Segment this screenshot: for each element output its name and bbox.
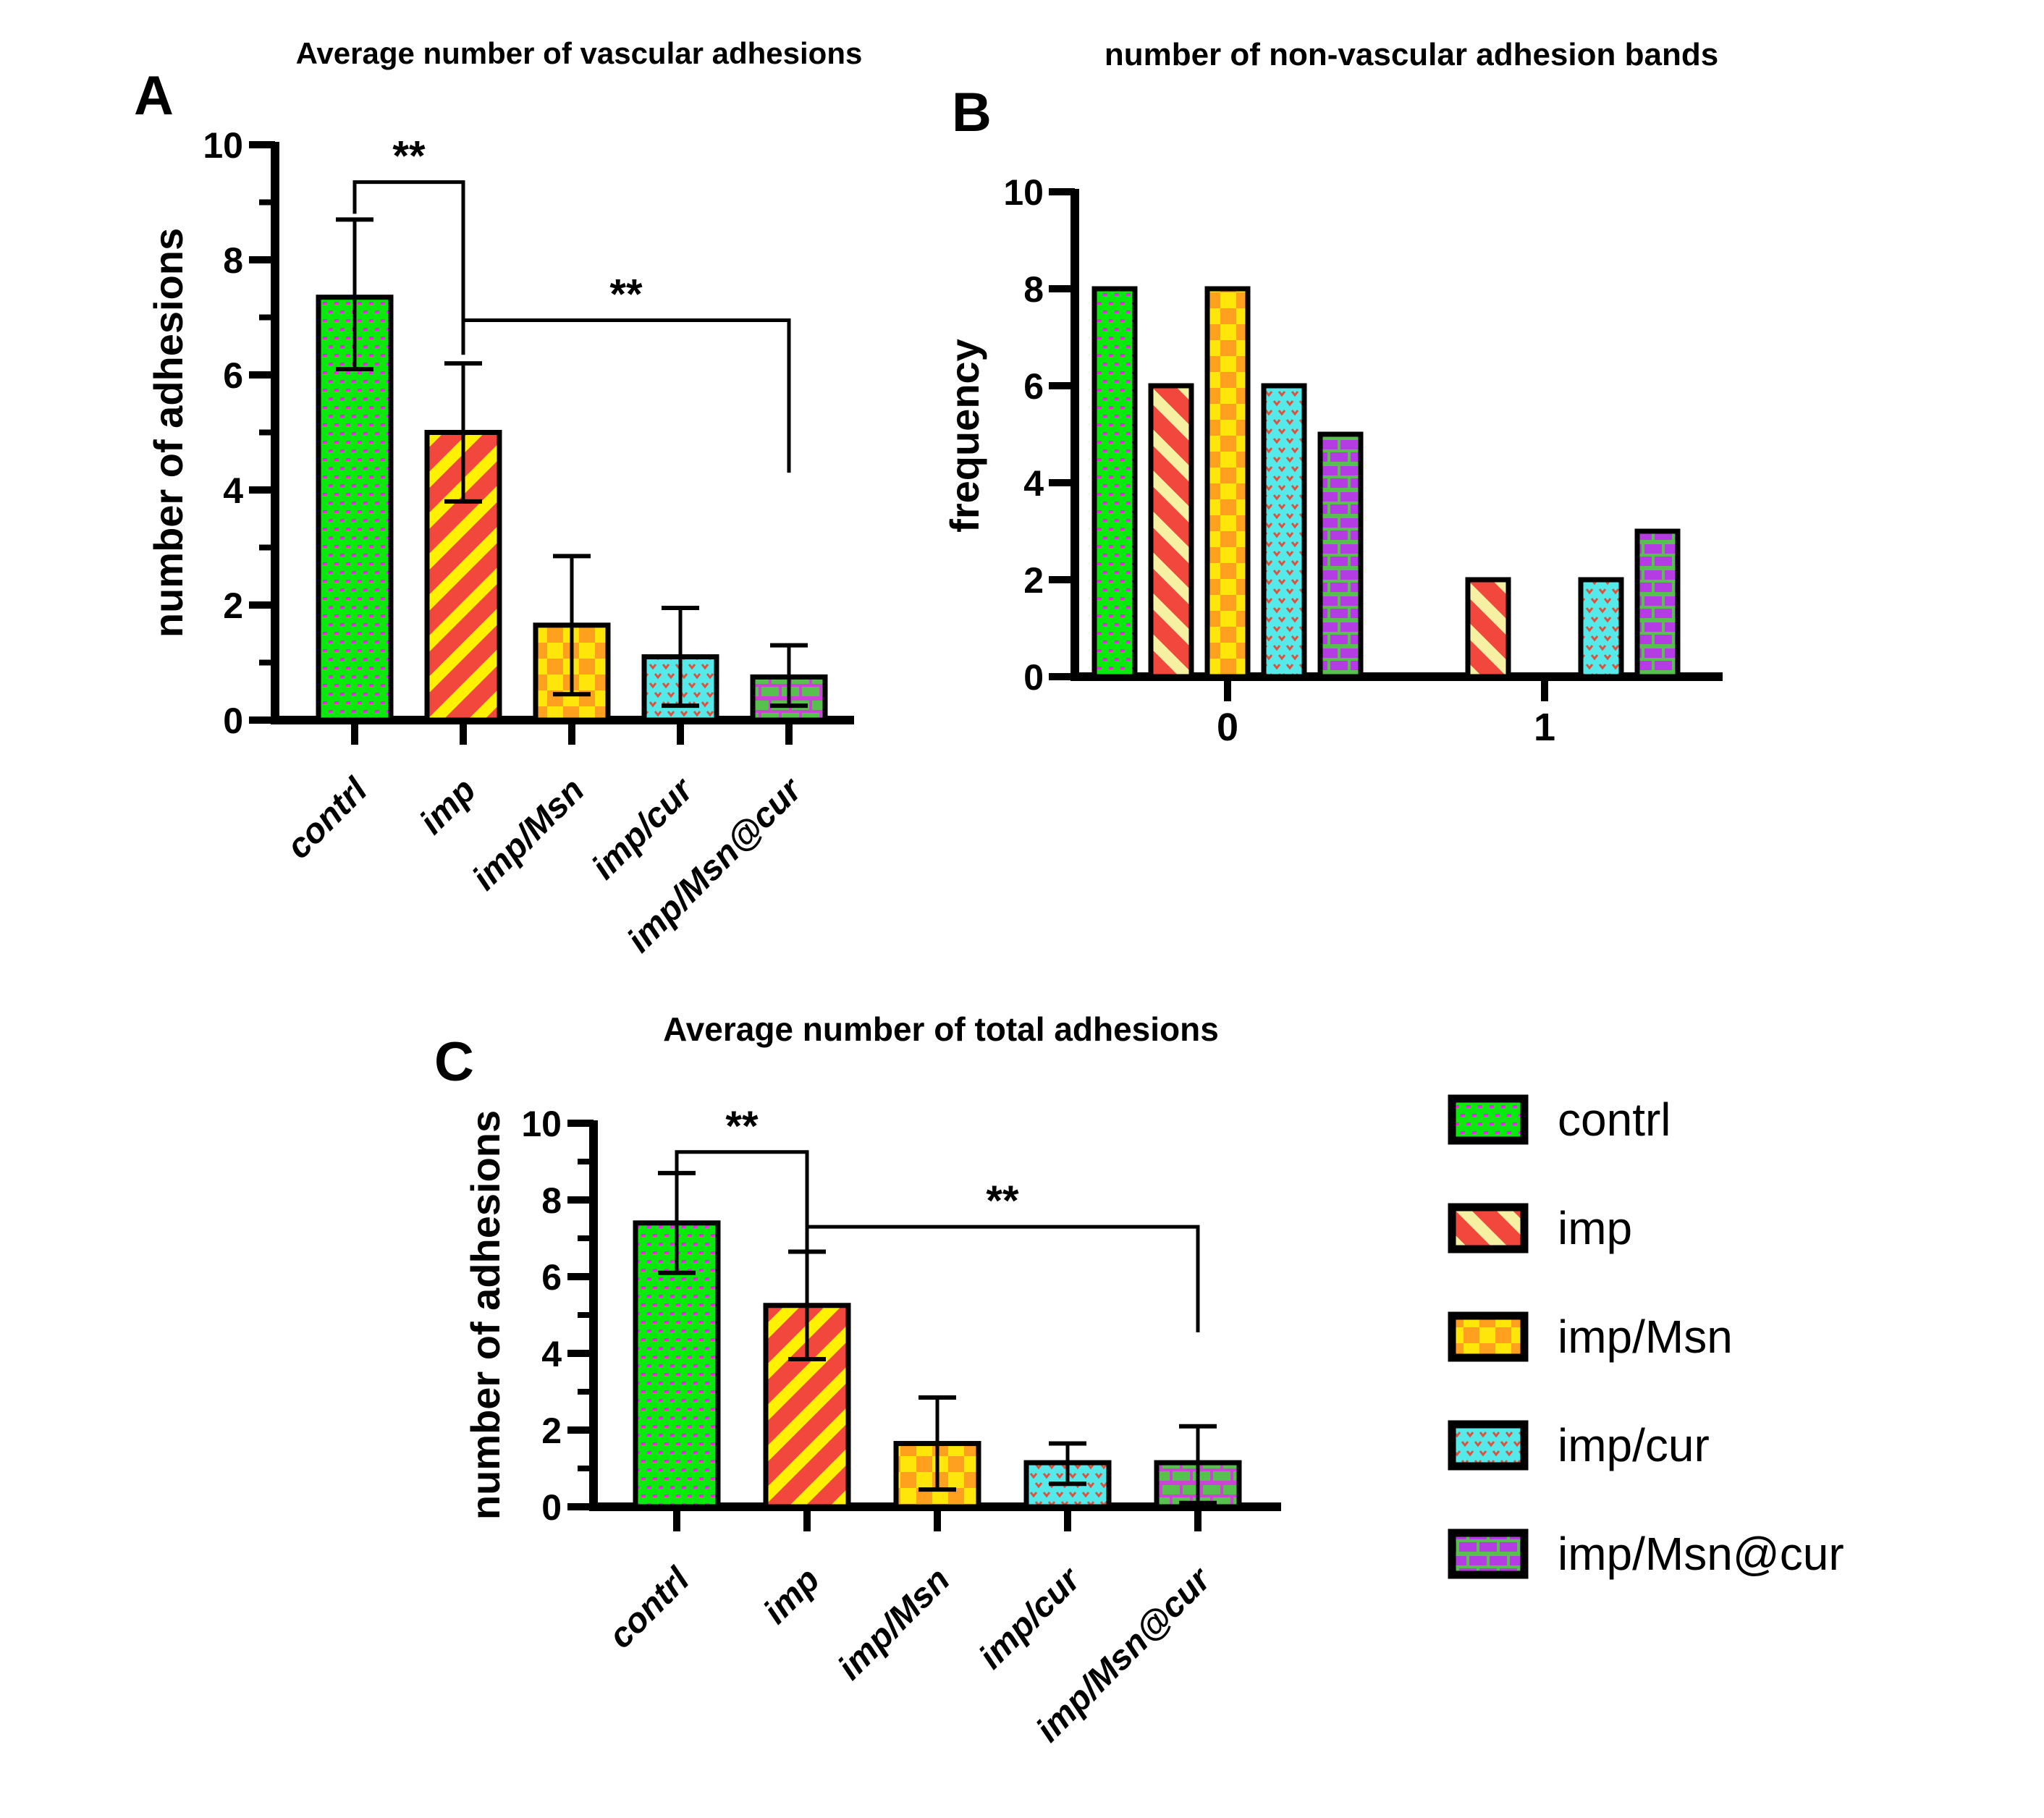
y-tick-label: 10 bbox=[203, 125, 243, 166]
x-category-label: contrl bbox=[601, 1560, 698, 1656]
bar-imp-cur bbox=[1578, 577, 1624, 680]
bar-imp bbox=[1148, 383, 1194, 680]
legend-item: imp/Msn bbox=[1448, 1311, 1844, 1362]
y-axis-label: frequency bbox=[942, 339, 987, 533]
panel-label-c: C bbox=[434, 1031, 474, 1093]
x-category-label: imp/cur bbox=[972, 1560, 1089, 1677]
x-category-label: 1 bbox=[1534, 706, 1555, 749]
y-tick-label: 2 bbox=[223, 585, 243, 626]
legend-swatch-bricks-purple bbox=[1448, 1529, 1529, 1579]
legend-label: imp/Msn@cur bbox=[1558, 1528, 1844, 1580]
y-tick-label: 6 bbox=[1023, 366, 1044, 407]
y-tick-label: 8 bbox=[1023, 269, 1044, 310]
legend-item: imp/Msn@cur bbox=[1448, 1529, 1844, 1579]
error-bar bbox=[1179, 1424, 1217, 1505]
y-tick-label: 10 bbox=[521, 1104, 562, 1144]
y-tick-label: 0 bbox=[223, 701, 243, 741]
x-category-label: imp bbox=[413, 771, 483, 842]
chart-title: Average number of vascular adhesions bbox=[296, 36, 863, 70]
legend-item: imp bbox=[1448, 1203, 1844, 1253]
y-tick-label: 0 bbox=[1023, 657, 1044, 698]
legend-swatch-dots-green bbox=[1448, 1094, 1529, 1145]
bar-imp bbox=[1465, 577, 1511, 680]
y-tick-label: 4 bbox=[541, 1334, 562, 1374]
x-category-label: imp bbox=[756, 1560, 827, 1631]
x-category-label: 0 bbox=[1217, 706, 1238, 749]
y-tick-label: 2 bbox=[1023, 560, 1044, 601]
legend: contrl imp imp/Msn imp/cur imp/Msn@cur bbox=[1448, 1094, 1844, 1637]
legend-swatch-dots-cyan bbox=[1448, 1420, 1529, 1471]
chart-nonvascular-adhesion-bands: number of non-vascular adhesion bands 0 2 4… bbox=[942, 37, 1723, 749]
y-tick-label: 0 bbox=[541, 1487, 562, 1528]
y-axis-label: number of adhesions bbox=[145, 228, 191, 638]
y-tick-label: 8 bbox=[541, 1180, 562, 1221]
bar-imp-msn-cur bbox=[1317, 431, 1364, 680]
chart-total-adhesions: Average number of total adhesions 0 2 4 6 8 10… bbox=[463, 1010, 1281, 1749]
chart-title: Average number of total adhesions bbox=[663, 1010, 1219, 1048]
chart-title: number of non-vascular adhesion bands bbox=[1105, 37, 1718, 72]
error-bar bbox=[662, 605, 699, 709]
significance-label: ** bbox=[986, 1178, 1019, 1225]
x-category-label: imp/Msn bbox=[465, 771, 592, 897]
significance-bracket bbox=[675, 1150, 809, 1238]
bar-imp-cur bbox=[1261, 383, 1307, 680]
error-bar bbox=[658, 1170, 696, 1275]
error-bar bbox=[444, 361, 482, 504]
error-bar bbox=[788, 1249, 826, 1361]
y-tick-label: 2 bbox=[541, 1411, 562, 1451]
bar-imp-msn-cur bbox=[1634, 528, 1681, 680]
panel-label-b: B bbox=[952, 82, 992, 143]
error-bar bbox=[553, 554, 591, 697]
legend-label: imp bbox=[1558, 1202, 1633, 1254]
significance-label: ** bbox=[392, 133, 426, 180]
error-bar bbox=[336, 217, 373, 372]
chart-vascular-adhesions: Average number of vascular adhesions 0 2 4 6… bbox=[145, 36, 863, 960]
significance-label: ** bbox=[609, 271, 643, 318]
error-bar bbox=[1049, 1441, 1086, 1487]
y-tick-label: 4 bbox=[1023, 463, 1044, 504]
y-tick-label: 10 bbox=[1003, 172, 1044, 213]
y-tick-label: 6 bbox=[223, 355, 243, 396]
significance-bracket bbox=[461, 318, 791, 473]
bar-contrl bbox=[1091, 286, 1138, 680]
legend-item: contrl bbox=[1448, 1094, 1844, 1145]
legend-label: contrl bbox=[1558, 1094, 1671, 1146]
error-bar bbox=[918, 1395, 956, 1492]
y-axis-label: number of adhesions bbox=[463, 1110, 508, 1520]
x-category-label: imp/Msn bbox=[831, 1560, 958, 1687]
y-tick-label: 6 bbox=[541, 1257, 562, 1298]
panel-label-a: A bbox=[134, 65, 174, 127]
y-tick-label: 4 bbox=[223, 470, 243, 511]
legend-label: imp/Msn bbox=[1558, 1311, 1733, 1363]
legend-label: imp/cur bbox=[1558, 1419, 1710, 1471]
x-category-label: contrl bbox=[279, 770, 376, 866]
legend-swatch-stripes-red-cream bbox=[1448, 1203, 1529, 1253]
legend-item: imp/cur bbox=[1448, 1420, 1844, 1471]
significance-label: ** bbox=[725, 1103, 759, 1150]
legend-swatch-check-yellow bbox=[1448, 1311, 1529, 1362]
error-bar bbox=[770, 643, 808, 709]
significance-bracket bbox=[805, 1225, 1200, 1332]
bar-imp-msn bbox=[1204, 286, 1251, 680]
y-tick-label: 8 bbox=[223, 240, 243, 281]
significance-bracket bbox=[352, 180, 465, 355]
